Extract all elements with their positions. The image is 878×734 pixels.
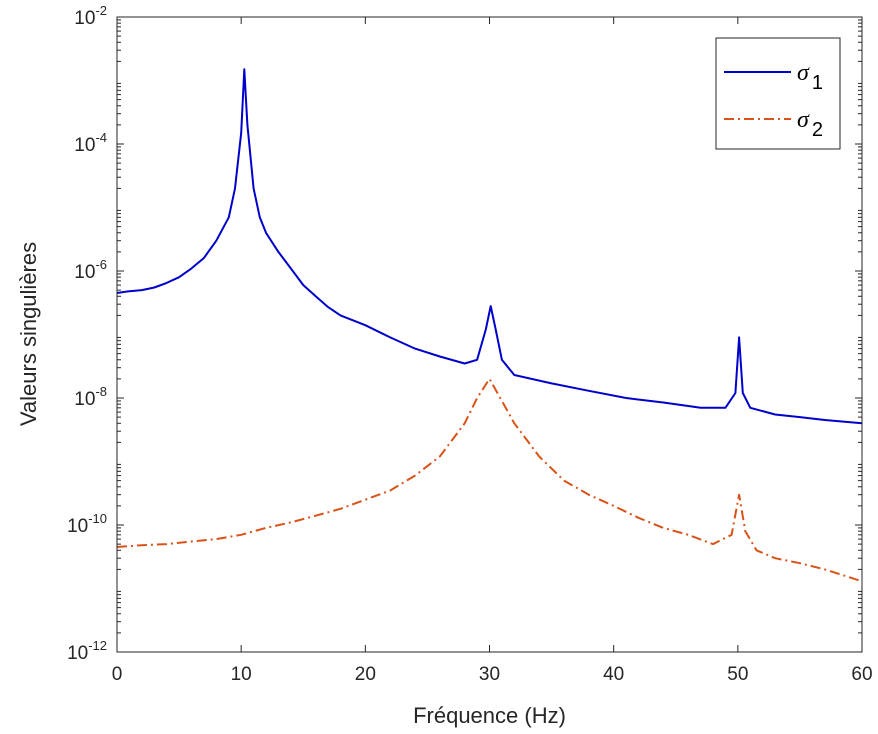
y-tick-base: 10	[74, 262, 95, 283]
x-tick-label: 20	[355, 664, 376, 685]
y-tick-base: 10	[67, 516, 88, 537]
legend-box	[715, 37, 841, 150]
y-tick-exponent: -2	[95, 3, 107, 18]
minor-ticks	[117, 19, 862, 634]
x-tick-labels: 0 10 20 30 40 50 60	[112, 664, 873, 685]
y-tick-base: 10	[74, 8, 95, 29]
legend-symbol: σ	[797, 60, 810, 86]
x-tick-label: 30	[479, 664, 500, 685]
x-tick-label: 10	[231, 664, 252, 685]
y-tick-exponent: -8	[95, 384, 107, 399]
y-tick-base: 10	[74, 135, 95, 156]
major-ticks	[116, 16, 863, 653]
y-tick-label: 10-12	[67, 638, 107, 664]
series-line-sigma-1	[116, 68, 863, 425]
y-tick-label: 10-2	[74, 3, 107, 29]
x-tick-label: 50	[727, 664, 748, 685]
legend-subscript: 1	[812, 72, 823, 94]
x-tick-label: 0	[112, 664, 123, 685]
y-tick-exponent: -12	[88, 638, 107, 653]
y-tick-base: 10	[67, 643, 88, 664]
y-axis-title: Valeurs singulières	[16, 242, 41, 426]
x-axis-title: Fréquence (Hz)	[413, 703, 566, 728]
y-tick-base: 10	[74, 389, 95, 410]
y-tick-label: 10-4	[74, 130, 107, 156]
y-tick-label: 10-8	[74, 384, 107, 410]
legend-subscript: 2	[812, 119, 823, 141]
plot-frame	[116, 16, 863, 653]
series-line-sigma-2	[116, 377, 863, 583]
series-layer	[116, 68, 863, 583]
legend-symbol: σ	[797, 107, 810, 133]
y-tick-exponent: -10	[88, 511, 107, 526]
x-tick-label: 60	[851, 664, 872, 685]
y-tick-exponent: -4	[95, 130, 107, 145]
y-tick-exponent: -6	[95, 257, 107, 272]
y-tick-label: 10-10	[67, 511, 107, 537]
y-tick-label: 10-6	[74, 257, 107, 283]
x-tick-label: 40	[603, 664, 624, 685]
